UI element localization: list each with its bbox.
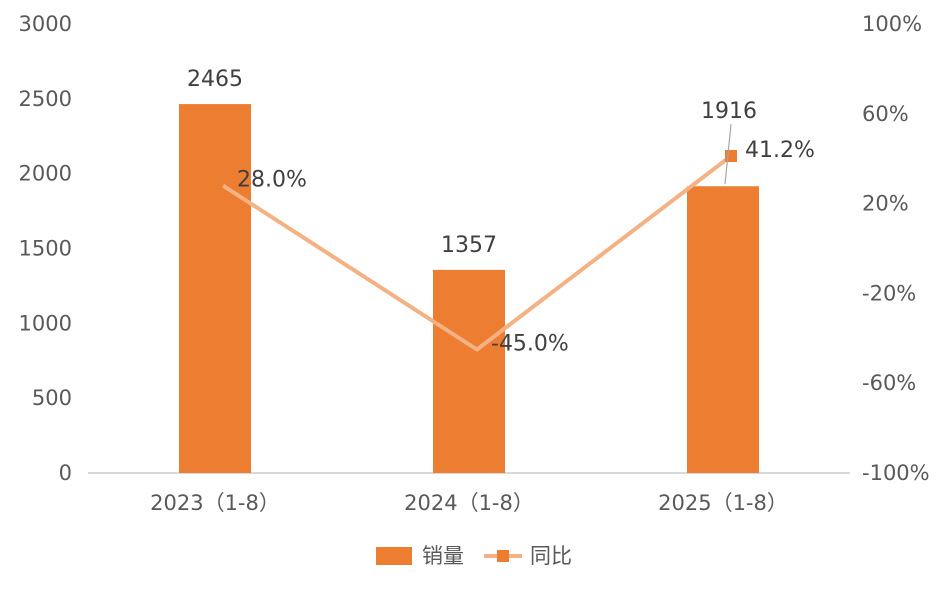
legend: 销量 同比 [376,544,572,568]
legend-bar-label: 销量 [422,544,464,568]
line-data-label: 28.0% [237,168,307,193]
x-tick-label: 2024（1-8） [404,491,534,515]
right-tick-label: -60% [862,371,916,395]
x-axis-ticks: 2023（1-8） 2024（1-8） 2025（1-8） [150,491,788,515]
left-tick-label: 1000 [19,311,72,335]
left-tick-label: 1500 [19,237,72,261]
left-tick-label: 0 [59,461,72,485]
bar [433,269,505,473]
left-tick-label: 3000 [19,12,72,36]
bar-series [179,104,759,474]
left-tick-label: 2000 [19,162,72,186]
bar [687,186,759,474]
right-tick-label: 100% [862,12,922,36]
line-data-label: -45.0% [491,332,569,357]
right-tick-label: 60% [862,102,909,126]
left-axis-ticks: 0 500 1000 1500 2000 2500 3000 [19,12,72,485]
x-tick-label: 2023（1-8） [150,491,280,515]
bar [179,104,251,474]
right-axis-ticks: -100% -60% -20% 20% 60% 100% [862,12,930,485]
bar-data-label: 1916 [701,99,757,124]
bar-data-label: 2465 [187,67,243,92]
legend-line-label: 同比 [530,544,572,568]
left-tick-label: 2500 [19,87,72,111]
line-data-labels: 28.0% -45.0% 41.2% [237,138,815,357]
legend-bar-swatch [376,547,412,565]
x-tick-label: 2025（1-8） [658,491,788,515]
right-tick-label: -100% [862,461,930,485]
right-tick-label: 20% [862,192,909,216]
bar-data-labels: 2465 1357 1916 [187,67,757,258]
legend-line-marker [497,550,509,562]
right-tick-label: -20% [862,281,916,305]
line-marker [725,150,737,163]
line-path [221,154,733,352]
left-tick-label: 500 [32,386,72,410]
line-data-label: 41.2% [745,138,815,163]
label-leader-line [724,124,732,185]
bar-data-label: 1357 [441,233,497,258]
